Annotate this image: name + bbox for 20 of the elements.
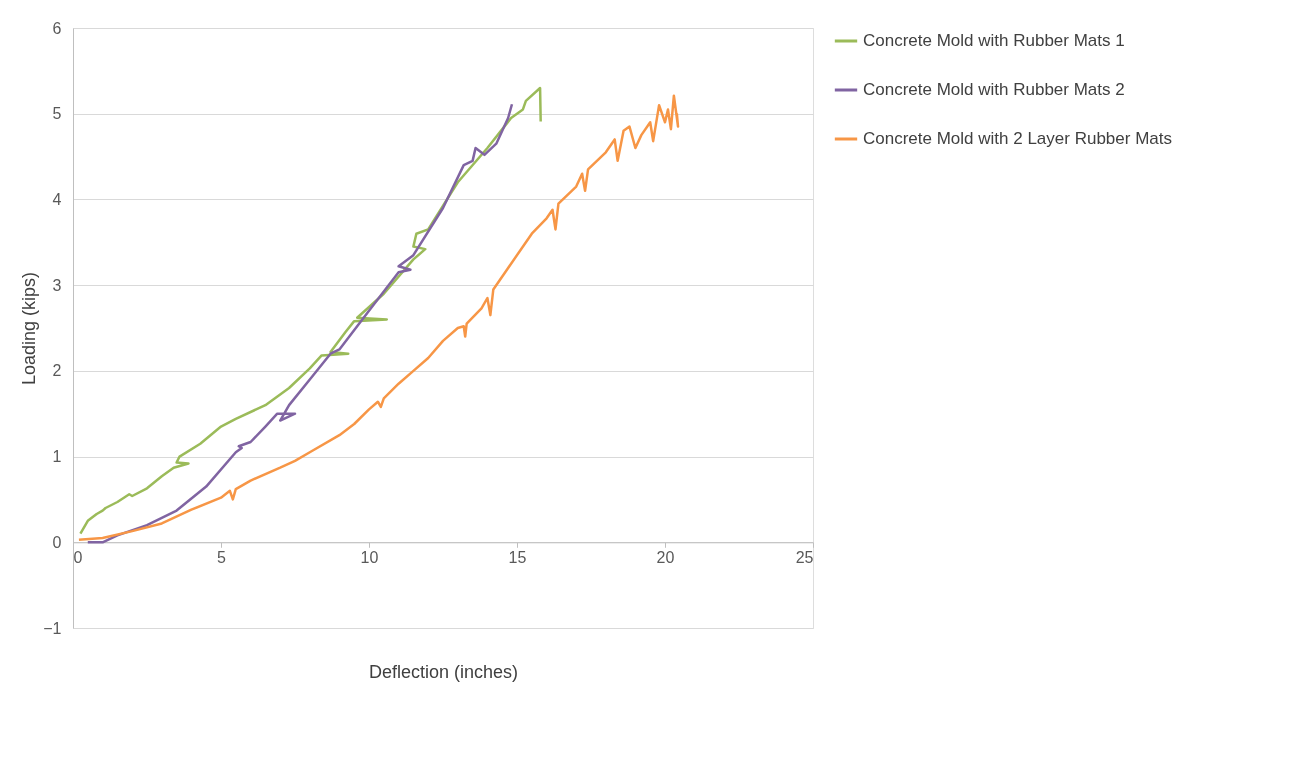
x-tick-label: 20	[656, 548, 675, 566]
x-tick-label: 5	[217, 548, 227, 566]
line-series	[77, 94, 680, 541]
x-tick-label: 10	[360, 548, 379, 566]
x-tick-label: 25	[795, 548, 814, 566]
y-tick-label: 3	[52, 276, 62, 294]
y-tick-label: −1	[43, 619, 62, 637]
x-axis-title: Deflection (inches)	[368, 661, 519, 682]
y-tick-label: 0	[52, 533, 62, 551]
y-axis-title: Loading (kips)	[19, 271, 40, 386]
y-tick-label: 4	[52, 190, 62, 208]
x-tick-label: 15	[508, 548, 527, 566]
y-tick-label: 6	[52, 19, 62, 37]
y-tick-label: 2	[52, 362, 62, 380]
legend-label: Concrete Mold with 2 Layer Rubber Mats	[863, 129, 1172, 148]
x-tick-label: 0	[73, 548, 83, 566]
legend-label: Concrete Mold with Rubber Mats 2	[863, 80, 1125, 99]
y-tick-label: 1	[52, 448, 62, 466]
y-tick-label: 5	[52, 105, 62, 123]
legend-label: Concrete Mold with Rubber Mats 1	[863, 31, 1125, 50]
